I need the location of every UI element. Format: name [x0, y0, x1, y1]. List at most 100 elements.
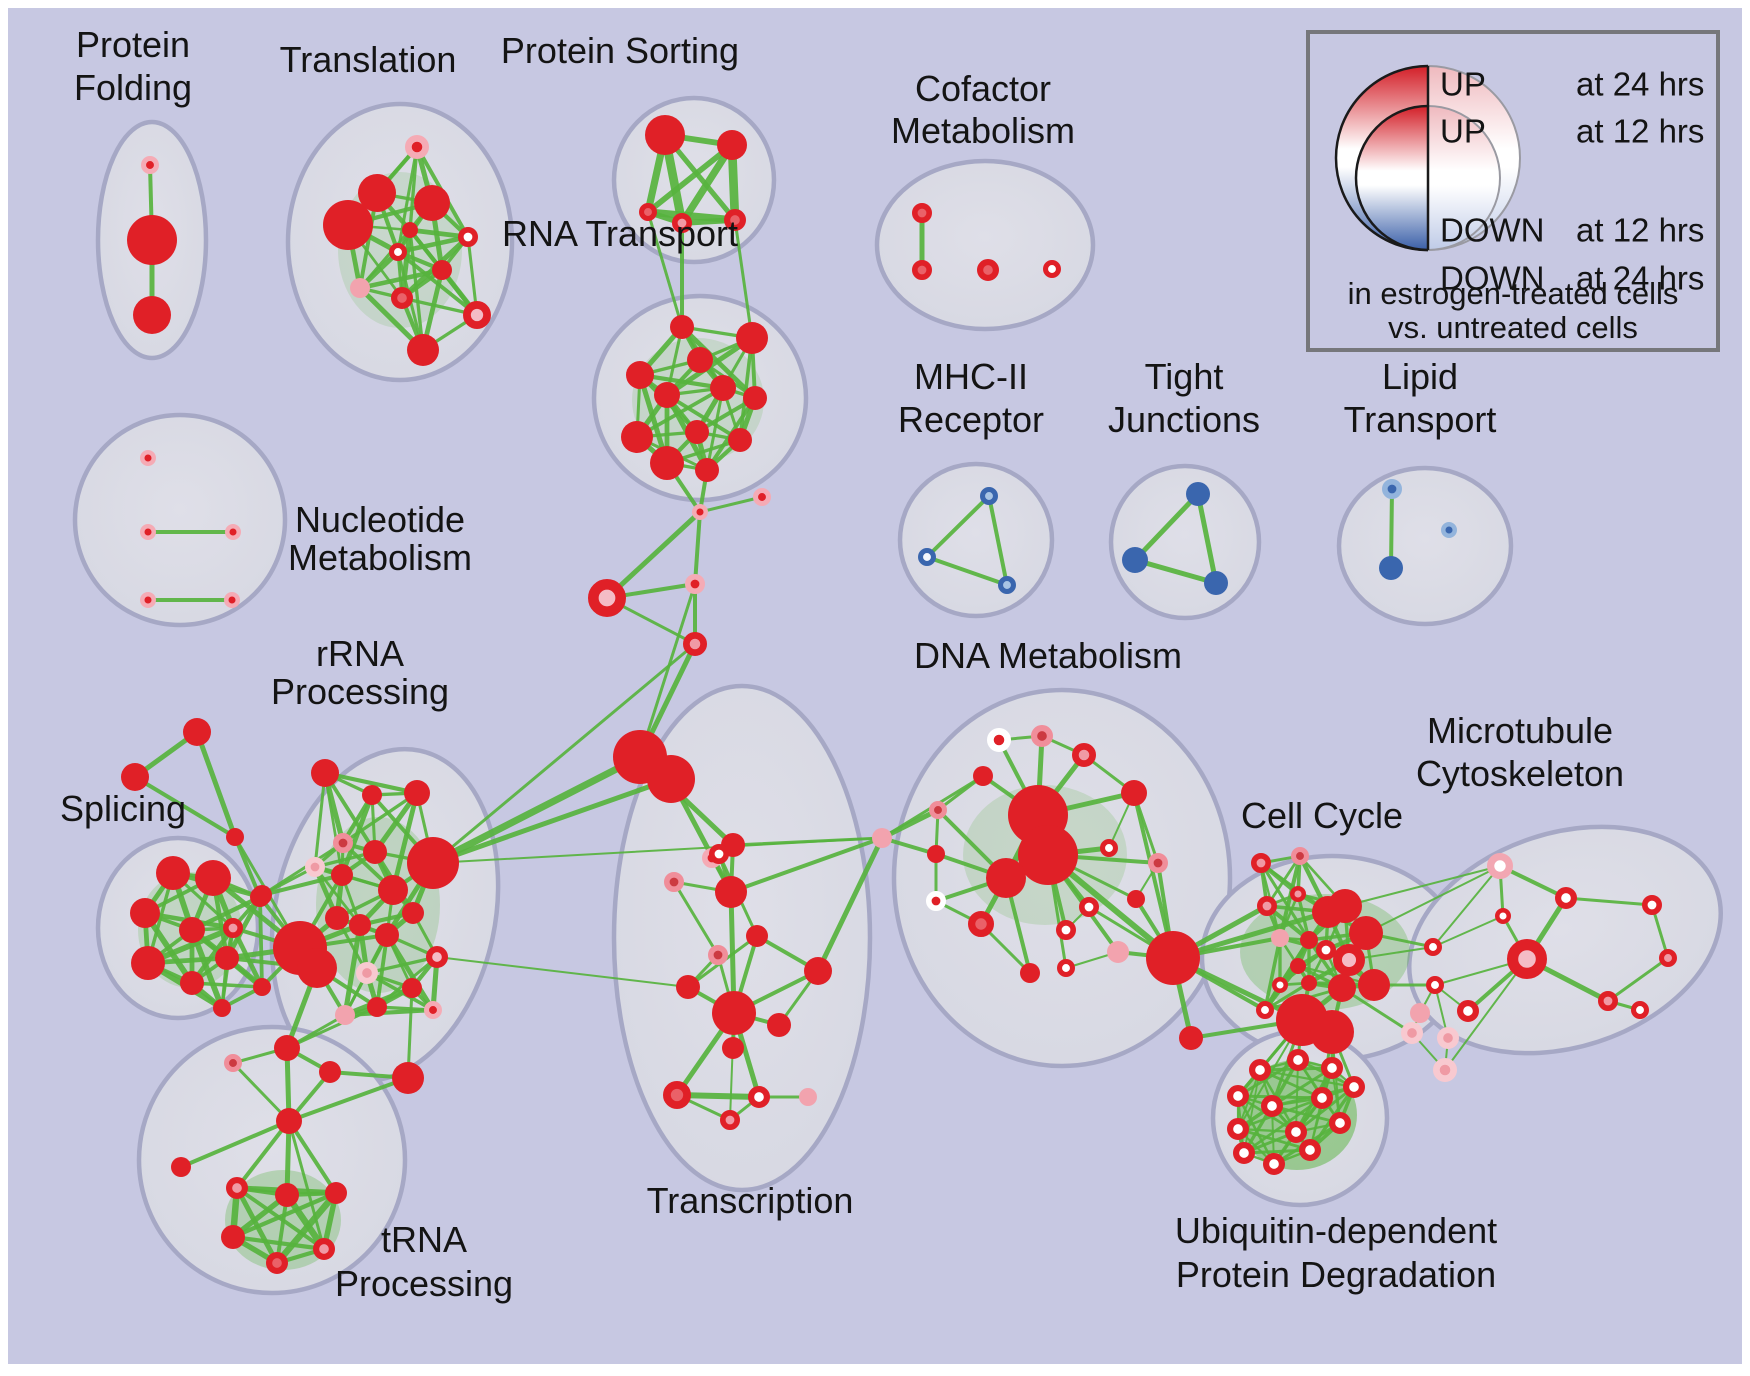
- gene-node: [1018, 825, 1078, 885]
- legend-row4-dir: DOWN: [1440, 260, 1544, 297]
- cluster-label-cell-cycle-line1: Cell Cycle: [1241, 795, 1403, 836]
- edge: [1444, 958, 1528, 1071]
- cluster-ellipse-trna-processing: [136, 1024, 408, 1296]
- gene-node: [402, 222, 418, 238]
- gene-node: [1382, 478, 1403, 499]
- edge: [987, 494, 1009, 587]
- cluster-label-tight-junctions-line2: Junctions: [1108, 399, 1260, 440]
- cluster-label-ubiquitin-degradation-line1: Ubiquitin-dependent: [1175, 1210, 1497, 1251]
- gene-node: [977, 258, 1000, 281]
- cluster-label-nucleotide-metabolism-line2: Metabolism: [288, 537, 472, 578]
- gene-node: [639, 203, 658, 222]
- gene-node: [265, 1251, 288, 1274]
- gene-node: [1379, 556, 1403, 580]
- edge: [258, 895, 264, 989]
- cluster-ellipse-transcription: [611, 683, 873, 1193]
- cluster-ellipse-cofactor-metabolism: [874, 158, 1096, 332]
- gene-node: [325, 906, 349, 930]
- gene-node: [349, 914, 371, 936]
- cluster-label-trna-processing-line2: Processing: [335, 1263, 513, 1304]
- gene-node: [1494, 907, 1511, 924]
- legend-row2-dir: UP: [1440, 113, 1486, 150]
- gene-node: [224, 1054, 243, 1073]
- legend-row1-dir: UP: [1440, 66, 1486, 103]
- gene-node: [1127, 890, 1145, 908]
- gene-node: [131, 946, 165, 980]
- edge: [287, 1119, 326, 1251]
- gene-node: [297, 948, 337, 988]
- gene-node: [722, 1037, 744, 1059]
- edge: [1258, 1068, 1356, 1089]
- gene-node: [1043, 259, 1062, 278]
- gene-node: [332, 832, 353, 853]
- gene-node: [911, 203, 932, 224]
- gene-node: [140, 523, 157, 540]
- edge: [729, 836, 884, 894]
- gene-node: [1257, 895, 1278, 916]
- legend-node-glyph-icon: [1334, 64, 1521, 252]
- gene-node: [226, 828, 244, 846]
- gene-node: [127, 215, 177, 265]
- edge: [604, 509, 703, 601]
- gene-node: [663, 871, 684, 892]
- gene-node: [911, 259, 932, 280]
- gene-node: [1506, 938, 1547, 979]
- gene-node: [121, 763, 149, 791]
- edge: [1132, 791, 1175, 960]
- legend-row3-dir: DOWN: [1440, 212, 1544, 249]
- gene-node: [695, 458, 719, 482]
- cluster-label-lipid-transport-line2: Transport: [1344, 399, 1497, 440]
- gene-node: [325, 1182, 347, 1204]
- gene-node: [1271, 976, 1288, 993]
- gene-node: [1300, 931, 1318, 949]
- gene-node: [1284, 1120, 1307, 1143]
- edge: [399, 227, 413, 301]
- edge: [635, 386, 725, 439]
- gene-node: [684, 573, 705, 594]
- gene-node: [1056, 919, 1077, 940]
- gene-node: [1410, 1003, 1430, 1023]
- legend-row1-time: at 24 hrs: [1576, 66, 1704, 103]
- legend: UP at 24 hrs UP at 12 hrs DOWN at 12 hrs…: [1306, 30, 1720, 352]
- gene-node: [423, 1001, 442, 1020]
- gene-node: [710, 375, 736, 401]
- gene-node: [1122, 547, 1148, 573]
- gene-node: [1487, 853, 1514, 880]
- gene-node: [918, 548, 937, 567]
- gene-node: [358, 174, 396, 212]
- gene-node: [1328, 1111, 1351, 1134]
- gene-node: [929, 801, 948, 820]
- edge: [384, 932, 436, 1013]
- gene-node: [378, 875, 408, 905]
- gene-node: [425, 946, 448, 969]
- gene-node: [650, 446, 684, 480]
- edge: [1270, 1066, 1334, 1108]
- edge: [429, 753, 644, 867]
- gene-node: [1631, 1001, 1650, 1020]
- gene-node: [183, 718, 211, 746]
- gene-node: [1426, 976, 1445, 995]
- gene-node: [1424, 938, 1443, 957]
- edge: [287, 1076, 410, 1123]
- edge: [231, 1061, 291, 1123]
- gene-node: [980, 486, 999, 505]
- cluster-label-mhc2-receptor-line1: MHC-II: [914, 356, 1028, 397]
- gene-node: [719, 1110, 740, 1131]
- gene-node: [1301, 975, 1317, 991]
- gene-node: [724, 209, 747, 232]
- gene-node: [925, 890, 946, 911]
- edge: [260, 873, 344, 897]
- gene-node: [171, 1157, 191, 1177]
- gene-node: [390, 286, 413, 309]
- gene-node: [973, 766, 993, 786]
- gene-node: [671, 213, 692, 234]
- gene-node: [1358, 969, 1390, 1001]
- gene-node: [1400, 1021, 1423, 1044]
- edge: [1242, 1096, 1324, 1155]
- cluster-ellipse-lipid-transport: [1336, 465, 1514, 627]
- gene-node: [1248, 1058, 1271, 1081]
- gene-node: [728, 428, 752, 452]
- gene-node: [1186, 482, 1210, 506]
- edge: [925, 494, 991, 559]
- edge: [1389, 487, 1394, 570]
